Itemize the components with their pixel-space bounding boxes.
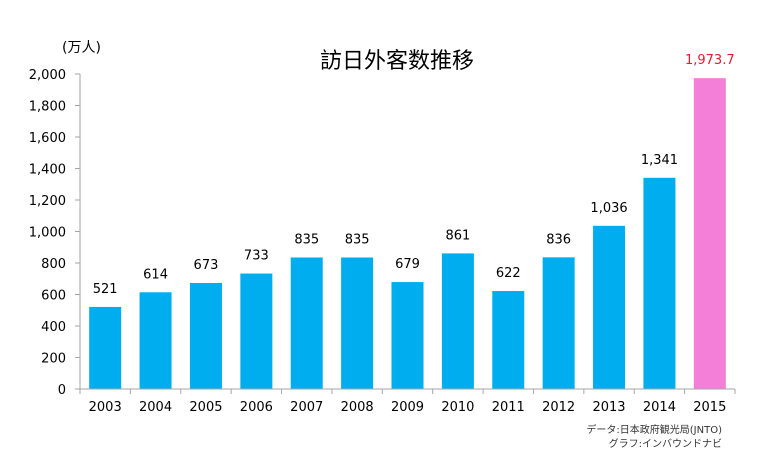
value-label-2008: 835 bbox=[345, 232, 370, 247]
source-note: データ:日本政府観光局(JNTO) bbox=[586, 423, 722, 436]
x-tick-label: 2003 bbox=[89, 400, 122, 415]
y-axis-ticks: 0 200 400 600 800 1,000 1,200 1,400 1,600 1,800 2,… bbox=[29, 68, 80, 398]
x-tick-label: 2005 bbox=[189, 400, 222, 415]
x-tick-label: 2013 bbox=[592, 400, 625, 415]
value-label-2014: 1,341 bbox=[641, 153, 678, 168]
bar-2015 bbox=[693, 78, 726, 390]
bar-2003 bbox=[89, 306, 122, 389]
y-tick-label: 600 bbox=[41, 289, 66, 304]
value-label-2009: 679 bbox=[395, 257, 420, 272]
x-tick-label: 2015 bbox=[693, 400, 726, 415]
value-label-2011: 622 bbox=[496, 266, 521, 281]
x-axis-ticks: 2003 2004 2005 2006 2007 2008 2009 2010 2011 2012… bbox=[79, 389, 736, 415]
chart-title: 訪日外客数推移 bbox=[320, 49, 474, 74]
x-tick-label: 2009 bbox=[391, 400, 424, 415]
x-tick-label: 2014 bbox=[643, 400, 676, 415]
y-tick-label: 1,600 bbox=[29, 131, 66, 146]
unit-label: (万人) bbox=[62, 40, 101, 56]
y-tick-label: 1,400 bbox=[29, 163, 66, 178]
bar-2008 bbox=[341, 257, 374, 389]
bar-2014 bbox=[643, 177, 676, 389]
x-tick-label: 2010 bbox=[441, 400, 474, 415]
value-label-2013: 1,036 bbox=[590, 201, 627, 216]
value-labels-group: 521 614 673 733 835 835 679 861 622 836 1,036 1,341… bbox=[93, 53, 735, 297]
bar-2009 bbox=[391, 282, 424, 389]
credit-note: グラフ:インバウンドナビ bbox=[609, 437, 722, 450]
bar-2013 bbox=[593, 225, 626, 389]
value-label-2003: 521 bbox=[93, 282, 118, 297]
y-tick-label: 0 bbox=[58, 383, 66, 398]
bar-2005 bbox=[189, 283, 222, 389]
bar-2012 bbox=[542, 257, 575, 389]
bar-2004 bbox=[139, 292, 172, 389]
x-tick-label: 2008 bbox=[341, 400, 374, 415]
value-label-2015: 1,973.7 bbox=[685, 53, 735, 68]
x-tick-label: 2011 bbox=[492, 400, 525, 415]
value-label-2007: 835 bbox=[294, 232, 319, 247]
bars-group bbox=[89, 78, 726, 390]
y-tick-label: 1,200 bbox=[29, 194, 66, 209]
bar-2010 bbox=[441, 253, 474, 389]
y-tick-label: 1,800 bbox=[29, 100, 66, 115]
y-tick-label: 2,000 bbox=[29, 68, 66, 83]
value-label-2006: 733 bbox=[244, 249, 269, 264]
bar-2007 bbox=[290, 257, 323, 389]
value-label-2004: 614 bbox=[143, 267, 168, 282]
y-tick-label: 800 bbox=[41, 257, 66, 272]
y-tick-label: 1,000 bbox=[29, 226, 66, 241]
value-label-2005: 673 bbox=[194, 258, 219, 273]
y-tick-label: 400 bbox=[41, 320, 66, 335]
x-tick-label: 2007 bbox=[290, 400, 323, 415]
x-tick-label: 2006 bbox=[240, 400, 273, 415]
value-label-2010: 861 bbox=[445, 228, 470, 243]
bar-2011 bbox=[492, 291, 525, 389]
y-tick-label: 200 bbox=[41, 352, 66, 367]
bar-2006 bbox=[240, 273, 273, 389]
value-label-2012: 836 bbox=[546, 232, 571, 247]
x-tick-label: 2012 bbox=[542, 400, 575, 415]
x-tick-label: 2004 bbox=[139, 400, 172, 415]
